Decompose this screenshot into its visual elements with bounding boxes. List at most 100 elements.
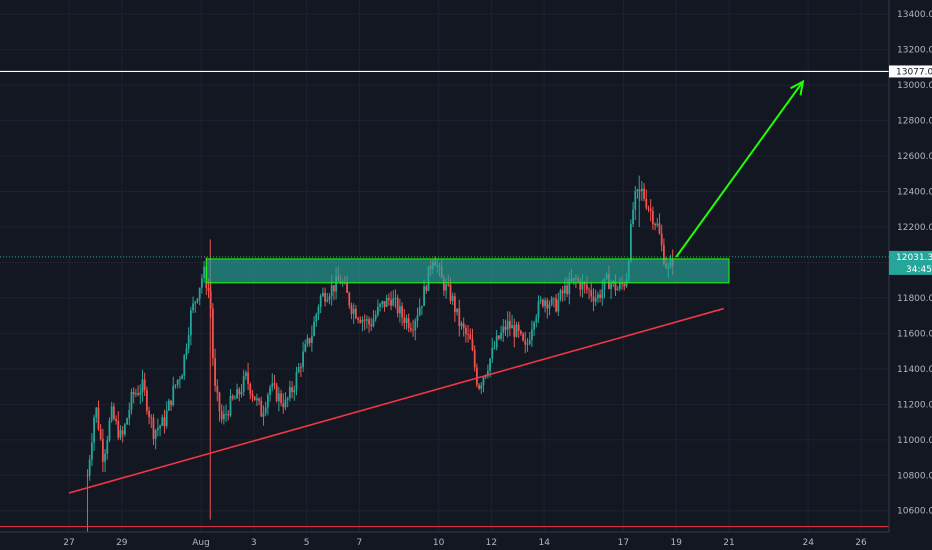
candle-body [165,410,168,427]
candle-body [242,376,245,392]
trend-line[interactable] [68,307,724,494]
candle-body [97,407,100,430]
candle-body [528,339,531,344]
candle-body [200,278,203,288]
candle-body [511,325,513,329]
candle-body [458,308,461,327]
candle-body [590,290,593,297]
candle-body [471,339,474,350]
candle-body [616,288,619,291]
target-price-tag [889,65,932,78]
candle-body [361,319,364,323]
candle-body [548,304,551,309]
candle-body [251,394,254,397]
price-axis-tick-label: 10600.00 [897,507,932,517]
candle-body [115,419,117,422]
candle-body [128,409,131,419]
time-axis-tick-label: Aug [192,538,210,548]
candle-body [634,191,637,210]
candle-body [561,290,564,294]
candle-body [326,299,329,302]
candle-body [662,244,665,265]
candle-body [161,417,164,426]
candle-body [187,335,190,349]
candle-body [447,284,450,286]
candle-body [412,329,414,331]
time-axis-tick-label: 24 [802,538,814,548]
candle-body [110,406,113,421]
candle-body [462,323,465,328]
candle-body [530,329,533,340]
candle-body [407,318,410,329]
candle-body [350,305,353,314]
candle-body [640,188,643,192]
time-axis-tick-label: 14 [538,538,550,548]
candle-body [134,393,137,395]
candle-body [552,298,555,300]
candle-body [374,314,377,320]
candle-body [249,383,252,395]
candle-body [240,391,243,395]
candle-body [537,301,540,318]
candle-body [385,298,388,307]
projection-arrow[interactable] [675,80,804,258]
target-price-tag-label: 13077.03 [896,67,932,77]
price-axis-tick-label: 11600.00 [897,329,932,339]
candle-body [262,413,265,417]
candle-body [143,379,146,391]
candle-body [264,407,267,414]
candle-body [473,349,476,368]
candle-body [183,355,186,376]
candle-body [244,372,247,377]
candle-body [445,284,447,291]
candle-body [495,335,498,348]
candle-body [258,398,260,401]
candle-body [185,348,188,356]
candle-body [293,389,296,393]
candle-body [189,310,192,336]
candle-body [449,284,452,301]
price-axis-tick-label: 12600.00 [897,152,932,162]
candle-body [522,333,524,341]
candle-body [405,318,408,324]
candle-body [269,387,271,395]
price-axis-tick-label: 13200.00 [897,46,932,56]
candle-body [273,383,276,385]
candle-body [414,320,417,331]
candle-body [541,299,544,307]
candle-body [306,338,309,345]
candle-body [253,396,256,401]
candle-body [236,389,238,399]
candle-body [504,326,507,330]
price-axis-tick-label: 11400.00 [897,365,932,375]
candle-body [409,328,412,330]
candle-body [370,324,373,327]
candle-body [310,335,313,344]
candle-body [566,285,568,294]
price-axis-tick-label: 13000.00 [897,81,932,91]
candle-body [170,400,172,406]
candle-body [396,297,399,314]
candle-body [154,430,157,439]
candle-body [480,384,483,389]
candle-body [132,391,135,395]
candle-body [636,189,639,192]
candle-body [346,282,348,293]
candle-body [218,392,221,412]
candle-body [515,324,518,337]
candle-body [368,319,370,325]
candle-body [588,289,590,291]
candle-body [284,399,287,408]
time-axis-tick-label: 27 [63,538,74,548]
candle-body [563,285,566,294]
candle-body [214,358,216,386]
candle-body [90,442,93,460]
candle-body [297,367,300,373]
resistance-zone[interactable] [205,258,730,284]
candle-body [260,400,263,417]
candle-body [629,224,632,262]
candle-body [596,294,599,299]
candle-body [106,440,109,454]
candle-body [88,459,91,476]
